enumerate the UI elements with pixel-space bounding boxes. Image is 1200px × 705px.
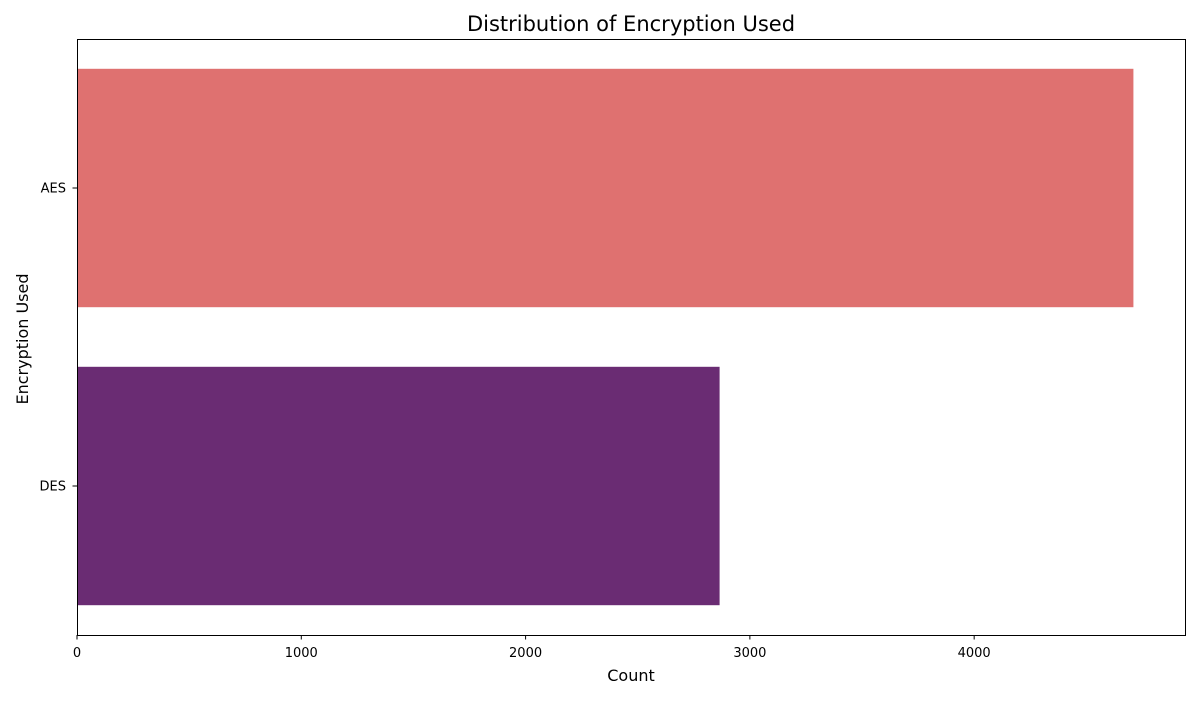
x-axis-label: Count (607, 666, 655, 685)
x-tick-label: 4000 (958, 646, 991, 661)
bar-des (77, 366, 720, 606)
chart-title: Distribution of Encryption Used (467, 12, 795, 36)
y-axis-ticks: AES DES (40, 182, 77, 495)
y-tick-label: DES (40, 480, 66, 495)
x-tick-label: 2000 (509, 646, 542, 661)
x-tick-label: 3000 (733, 646, 766, 661)
x-tick-label: 0 (73, 646, 81, 661)
y-tick-label: AES (41, 182, 66, 197)
bar-aes (77, 68, 1134, 308)
plot-frame (77, 39, 1186, 636)
x-tick-label: 1000 (285, 646, 318, 661)
y-axis-label: Encryption Used (13, 273, 32, 404)
x-axis-ticks: 0 1000 2000 3000 4000 (73, 635, 991, 661)
bars-layer (77, 68, 1134, 606)
